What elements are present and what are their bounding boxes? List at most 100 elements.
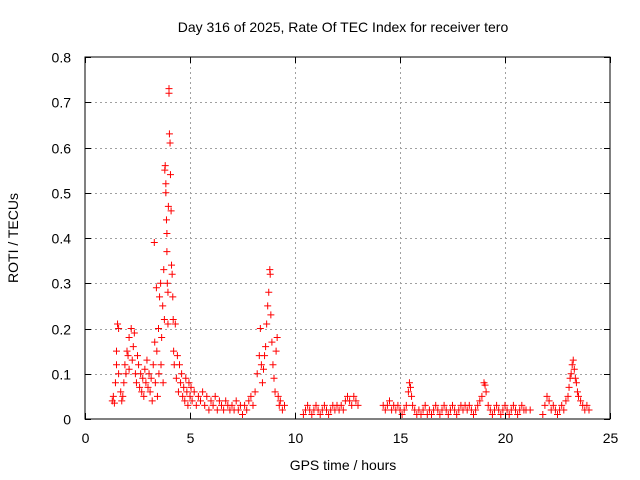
data-point bbox=[278, 406, 286, 414]
data-point bbox=[188, 397, 196, 405]
data-point bbox=[421, 401, 429, 409]
data-point bbox=[115, 370, 123, 378]
data-points bbox=[108, 85, 593, 418]
data-point bbox=[111, 379, 119, 387]
data-point bbox=[312, 401, 320, 409]
data-point bbox=[211, 392, 219, 400]
data-point bbox=[113, 361, 120, 369]
data-point bbox=[153, 347, 161, 355]
data-point bbox=[184, 401, 192, 409]
data-point bbox=[159, 379, 167, 387]
data-point bbox=[583, 401, 591, 409]
data-point bbox=[115, 325, 123, 332]
data-point bbox=[269, 361, 277, 369]
data-point bbox=[565, 383, 573, 391]
data-point bbox=[122, 370, 130, 378]
data-point bbox=[132, 379, 140, 387]
data-point bbox=[245, 397, 253, 405]
data-point bbox=[125, 334, 133, 342]
data-point bbox=[554, 410, 561, 418]
x-tick-label: 20 bbox=[498, 430, 514, 446]
data-point bbox=[568, 361, 576, 369]
y-tick-label: 0.6 bbox=[52, 141, 72, 157]
data-point bbox=[386, 397, 393, 405]
data-point bbox=[179, 392, 187, 400]
data-point bbox=[160, 315, 168, 323]
data-point bbox=[394, 401, 402, 409]
data-point bbox=[577, 397, 585, 405]
data-point bbox=[171, 320, 179, 328]
data-point bbox=[137, 370, 145, 378]
data-point bbox=[308, 410, 316, 418]
data-point bbox=[348, 401, 356, 409]
y-tick-label: 0.5 bbox=[52, 186, 72, 202]
data-point bbox=[419, 406, 427, 414]
data-point bbox=[350, 392, 358, 400]
data-point bbox=[147, 374, 155, 382]
data-point bbox=[346, 397, 354, 405]
data-point bbox=[383, 401, 391, 409]
data-point bbox=[213, 406, 221, 414]
data-point bbox=[408, 392, 416, 400]
data-point bbox=[141, 365, 149, 373]
data-point bbox=[256, 325, 264, 332]
data-point bbox=[453, 410, 461, 418]
data-point bbox=[139, 374, 147, 382]
data-point bbox=[262, 343, 270, 351]
data-point bbox=[514, 410, 522, 418]
data-point bbox=[164, 202, 172, 210]
data-point bbox=[109, 392, 117, 400]
data-point bbox=[325, 410, 333, 418]
data-point bbox=[570, 365, 578, 373]
data-point bbox=[241, 401, 249, 409]
data-point bbox=[185, 379, 193, 387]
data-point bbox=[543, 392, 551, 400]
data-point bbox=[135, 361, 143, 369]
data-point bbox=[187, 383, 195, 391]
data-point bbox=[192, 401, 200, 409]
data-point bbox=[243, 406, 251, 414]
data-point bbox=[339, 406, 347, 414]
data-point bbox=[153, 392, 161, 400]
data-point bbox=[573, 388, 581, 396]
data-point bbox=[164, 288, 172, 296]
data-point bbox=[541, 401, 549, 409]
data-point bbox=[564, 392, 572, 400]
data-point bbox=[168, 261, 176, 269]
data-point bbox=[261, 352, 269, 360]
data-point bbox=[474, 401, 482, 409]
data-point bbox=[263, 320, 271, 328]
data-point bbox=[176, 361, 183, 369]
data-point bbox=[166, 171, 174, 179]
x-tick-label: 25 bbox=[603, 430, 619, 446]
data-point bbox=[472, 406, 480, 414]
data-point bbox=[144, 383, 152, 391]
data-point bbox=[155, 325, 162, 332]
data-point bbox=[482, 388, 490, 396]
data-point bbox=[182, 374, 190, 382]
data-point bbox=[481, 381, 489, 389]
x-axis-label: GPS time / hours bbox=[290, 457, 397, 473]
data-point bbox=[163, 229, 171, 237]
data-point bbox=[150, 239, 158, 247]
data-point bbox=[140, 392, 148, 400]
data-point bbox=[276, 397, 284, 405]
data-point bbox=[174, 388, 182, 396]
data-point bbox=[257, 361, 265, 369]
data-point bbox=[404, 388, 412, 396]
data-point bbox=[304, 401, 312, 409]
data-point bbox=[449, 401, 456, 409]
data-point bbox=[571, 374, 579, 382]
data-point bbox=[299, 410, 307, 418]
data-point bbox=[488, 410, 496, 418]
data-point bbox=[400, 406, 408, 414]
data-point bbox=[203, 392, 211, 400]
data-point bbox=[172, 374, 180, 382]
data-point bbox=[402, 401, 410, 409]
data-point bbox=[470, 410, 477, 418]
data-point bbox=[572, 379, 580, 387]
data-point bbox=[181, 397, 189, 405]
data-point bbox=[281, 401, 288, 409]
data-point bbox=[138, 388, 146, 396]
data-point bbox=[549, 401, 557, 409]
